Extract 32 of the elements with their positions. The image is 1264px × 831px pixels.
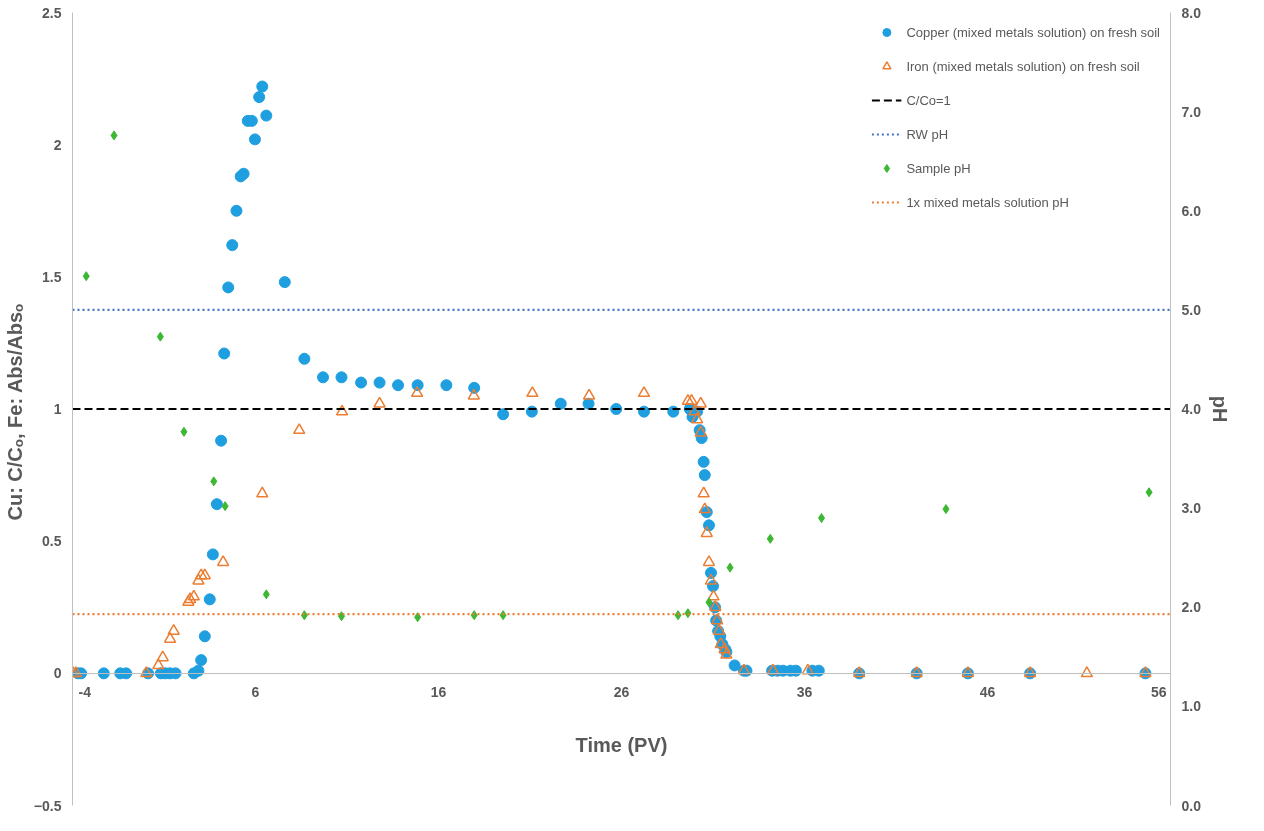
y2-tick-label: 5.0: [1181, 301, 1202, 318]
x-tick-label: -4: [78, 684, 92, 701]
y-tick-label: 2: [53, 136, 62, 153]
y-tick-label: 2.5: [42, 4, 62, 21]
legend-label: 1x mixed metals solution pH: [906, 194, 1069, 210]
y2-axis-title: pH: [1208, 395, 1231, 423]
y2-tick-label: 3.0: [1181, 500, 1202, 517]
x-axis-title: Time (PV): [575, 733, 668, 756]
x-tick-label: 56: [1150, 684, 1167, 701]
x-tick-label: 6: [251, 684, 260, 701]
y-tick-label: 0: [53, 665, 62, 682]
legend-label: Iron (mixed metals solution) on fresh soil: [906, 58, 1140, 74]
x-tick-label: 16: [430, 684, 447, 701]
legend-label: Sample pH: [906, 160, 971, 176]
x-tick-label: 36: [796, 684, 813, 701]
y-tick-label: −0.5: [33, 797, 62, 814]
y2-tick-label: 6.0: [1181, 202, 1202, 219]
y2-tick-label: 2.0: [1181, 599, 1202, 616]
legend-label: C/Co=1: [906, 92, 951, 108]
y-tick-label: 1: [53, 401, 62, 417]
y2-tick-label: 0.0: [1181, 797, 1202, 814]
legend-label: RW pH: [906, 126, 949, 142]
y2-tick-label: 7.0: [1181, 103, 1202, 120]
y2-tick-label: 8.0: [1181, 4, 1202, 21]
y-axis-title: Cu: C/Cₒ, Fe: Abs/Absₒ: [3, 303, 26, 521]
y2-tick-label: 1.0: [1181, 698, 1202, 715]
x-tick-label: 26: [613, 684, 630, 701]
legend-label: Copper (mixed metals solution) on fresh soil: [906, 24, 1160, 40]
y-tick-label: 0.5: [42, 533, 62, 550]
y-tick-label: 1.5: [42, 268, 62, 285]
x-tick-label: 46: [979, 684, 996, 701]
y2-tick-label: 4.0: [1181, 401, 1202, 417]
